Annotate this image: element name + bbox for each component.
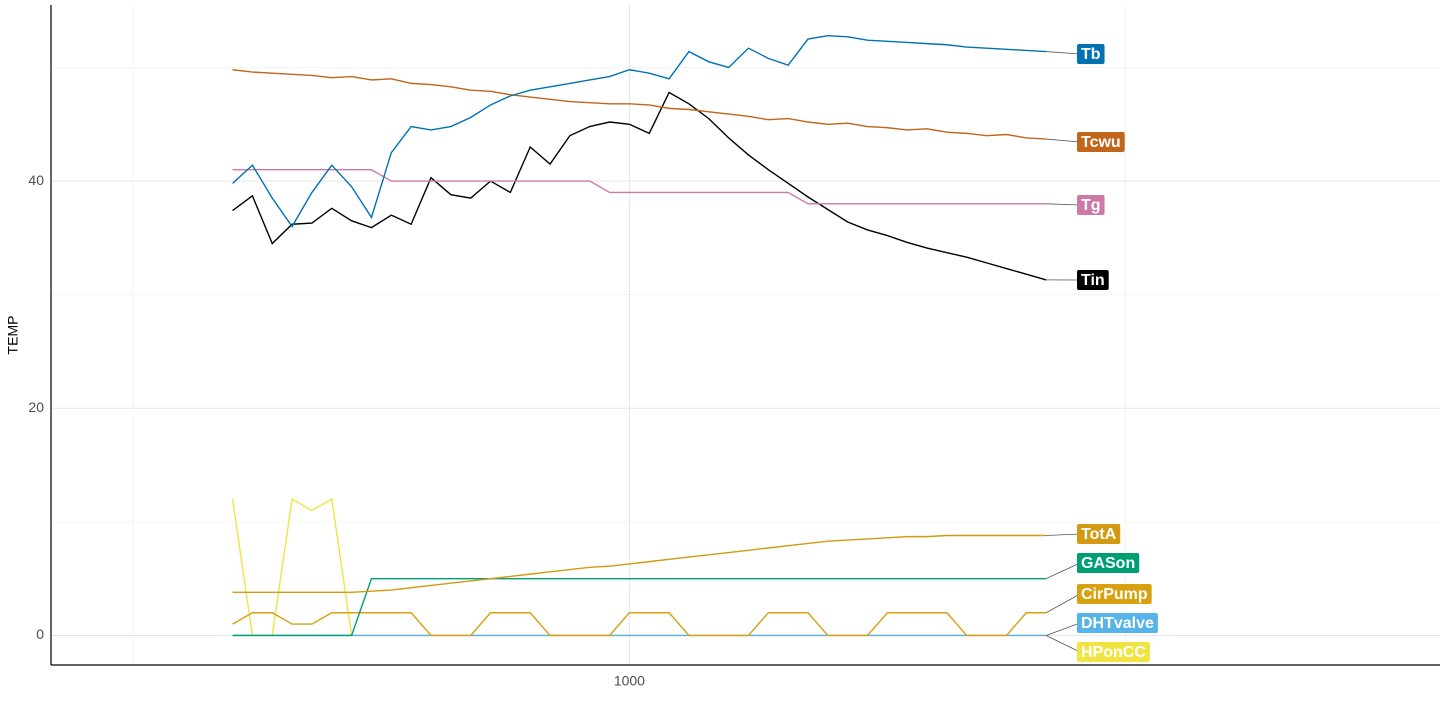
series-line	[232, 577, 1047, 637]
label-box	[1077, 132, 1125, 152]
label-box	[1077, 195, 1105, 215]
series-label: Tin	[1081, 272, 1105, 289]
label-box	[1077, 553, 1140, 573]
label-connector	[1045, 562, 1081, 580]
label-box	[1077, 524, 1121, 544]
x-tick-label: 1000	[614, 673, 645, 689]
y-tick-label: 20	[28, 399, 44, 415]
series-label: Tb	[1081, 46, 1101, 63]
y-axis-title: TEMP	[5, 316, 21, 355]
label-box	[1077, 613, 1158, 633]
label-box	[1077, 270, 1109, 290]
series-label: TotA	[1081, 526, 1117, 543]
series-line	[232, 534, 1047, 593]
y-tick-label: 0	[36, 626, 44, 642]
series-line	[232, 34, 1047, 228]
series-label: GASon	[1081, 555, 1135, 572]
label-connector	[1046, 203, 1081, 206]
series-label: HPonCC	[1081, 644, 1146, 661]
label-connector	[1046, 51, 1081, 55]
label-connector	[1046, 138, 1081, 143]
series-line	[232, 612, 1047, 637]
series-label: Tg	[1081, 197, 1101, 214]
y-tick-label: 40	[28, 172, 44, 188]
label-connector	[1045, 622, 1081, 636]
label-box	[1077, 584, 1152, 604]
series-line	[232, 169, 1047, 205]
label-connector	[1045, 635, 1081, 653]
label-connector	[1045, 593, 1081, 614]
series-line	[232, 69, 1047, 140]
series-line	[232, 91, 1047, 281]
label-box	[1077, 44, 1105, 64]
series-line	[231, 498, 1047, 637]
label-connector	[1046, 533, 1081, 536]
series-label: CirPump	[1081, 586, 1148, 603]
label-box	[1077, 642, 1150, 662]
series-label: DHTvalve	[1081, 615, 1154, 632]
series-label: Tcwu	[1081, 134, 1121, 151]
